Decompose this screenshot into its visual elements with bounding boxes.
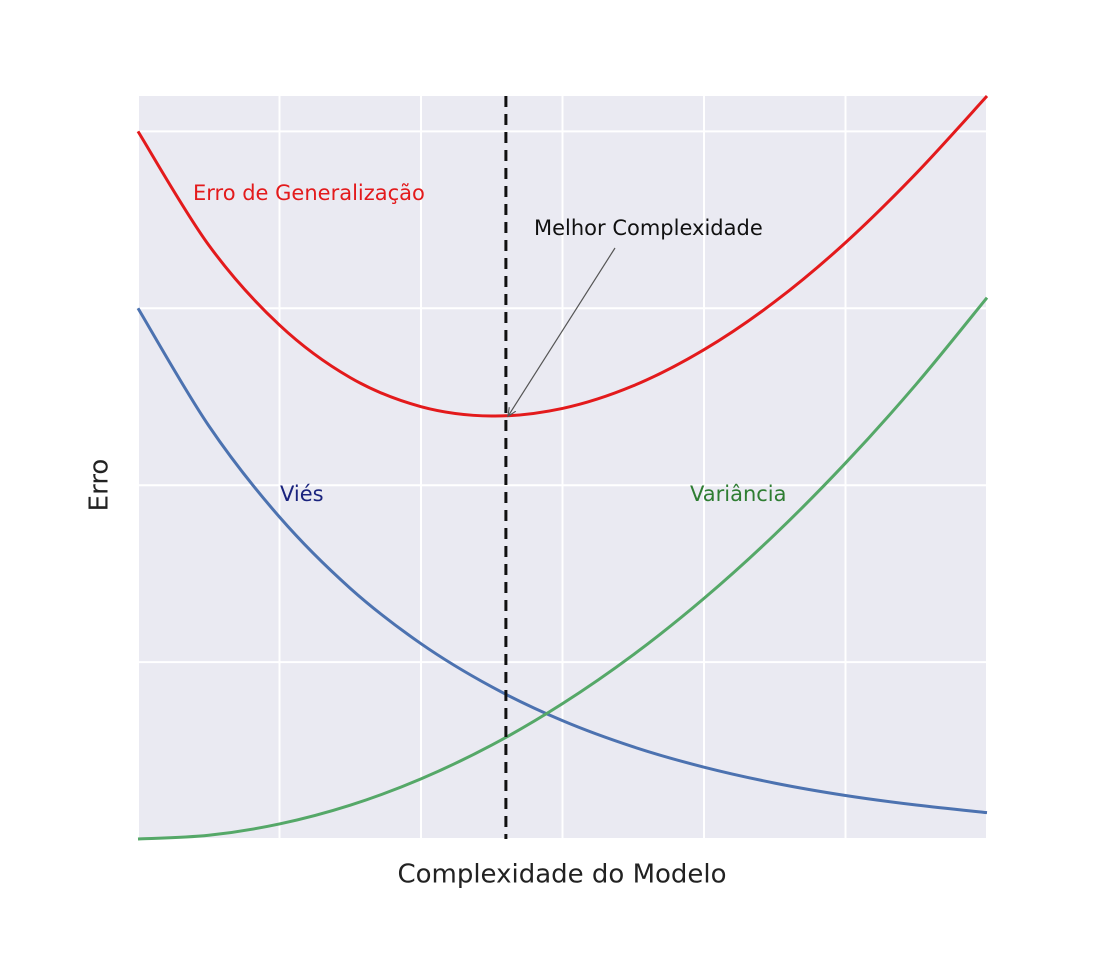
series-label: Erro de Generalização xyxy=(193,181,425,205)
series-line xyxy=(136,94,989,418)
y-axis-label: Erro xyxy=(85,459,115,512)
x-axis-label: Complexidade do Modelo xyxy=(397,860,726,890)
series-label: Viés xyxy=(280,482,324,506)
series-label: Variância xyxy=(690,482,787,506)
series-line xyxy=(137,296,989,841)
annotation-arrow xyxy=(508,247,616,416)
annotation-text: Melhor Complexidade xyxy=(534,216,763,240)
series-line xyxy=(136,307,988,815)
